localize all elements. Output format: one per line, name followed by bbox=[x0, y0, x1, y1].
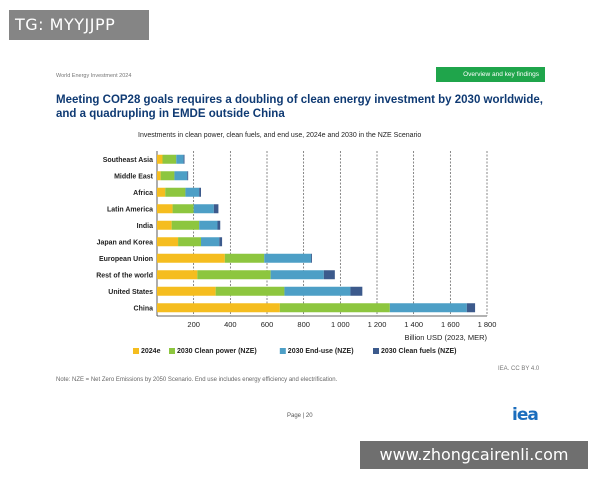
category-label: Latin America bbox=[107, 206, 153, 213]
bar-segment bbox=[187, 171, 189, 181]
page-title: Meeting COP28 goals requires a doubling … bbox=[56, 94, 543, 120]
bar-segment bbox=[165, 187, 186, 197]
category-label: Africa bbox=[133, 190, 153, 197]
x-tick-label: 1 000 bbox=[331, 320, 350, 329]
bar-segment bbox=[157, 270, 198, 280]
x-tick-label: 1 800 bbox=[478, 320, 497, 329]
source-credit: IEA. CC BY 4.0 bbox=[498, 366, 540, 372]
section-tag: Overview and key findings bbox=[436, 67, 545, 82]
page-number: Page | 20 bbox=[287, 413, 313, 419]
legend-entry: 2030 End-use (NZE) bbox=[288, 348, 354, 355]
chart-title: Investments in clean power, clean fuels,… bbox=[138, 132, 422, 139]
legend-swatch bbox=[169, 348, 175, 354]
bar-segment bbox=[270, 270, 324, 280]
legend-swatch bbox=[279, 348, 286, 354]
bar-segment bbox=[178, 237, 201, 247]
bar-segment bbox=[193, 204, 214, 214]
bar-segment bbox=[185, 187, 200, 197]
bar-segment bbox=[215, 286, 285, 296]
watermark-top: TG: MYYJJPP bbox=[9, 10, 149, 40]
iea-logo: iea bbox=[512, 405, 539, 425]
category-label: China bbox=[134, 305, 154, 312]
legend-entry: 2030 Clean power (NZE) bbox=[177, 348, 257, 355]
footnote: Note: NZE = Net Zero Emissions by 2050 S… bbox=[56, 377, 338, 383]
bar-segment bbox=[174, 171, 188, 181]
bar-segment bbox=[157, 204, 173, 214]
legend-swatch bbox=[133, 348, 139, 354]
x-tick-label: 1 400 bbox=[404, 320, 423, 329]
category-label: Middle East bbox=[114, 173, 154, 180]
bar-segment bbox=[171, 220, 200, 230]
bar-segment bbox=[466, 303, 476, 313]
bar-segment bbox=[157, 237, 179, 247]
x-tick-label: 400 bbox=[224, 320, 237, 329]
x-tick-label: 200 bbox=[187, 320, 200, 329]
category-label: Southeast Asia bbox=[103, 157, 153, 164]
category-label: United States bbox=[108, 289, 153, 296]
bar-segment bbox=[157, 303, 280, 313]
bar-segment bbox=[350, 286, 363, 296]
bar-segment bbox=[199, 220, 218, 230]
category-label: Rest of the world bbox=[96, 272, 153, 279]
bar-segment bbox=[213, 204, 219, 214]
category-label: Japan and Korea bbox=[97, 239, 154, 246]
bar-segment bbox=[201, 237, 220, 247]
bar-segment bbox=[183, 154, 185, 164]
bar-segment bbox=[284, 286, 351, 296]
bar-segment bbox=[217, 220, 221, 230]
bar-segment bbox=[311, 253, 312, 263]
bar-segment bbox=[219, 237, 223, 247]
legend-entry: 2024e bbox=[141, 348, 161, 355]
bar-segment bbox=[323, 270, 335, 280]
bar-segment bbox=[172, 204, 194, 214]
report-name: World Energy Investment 2024 bbox=[56, 73, 132, 79]
watermark-bottom: www.zhongcairenli.com bbox=[360, 441, 588, 469]
legend-swatch bbox=[373, 348, 379, 354]
x-tick-label: 1 600 bbox=[441, 320, 460, 329]
bar-segment bbox=[389, 303, 467, 313]
category-label: India bbox=[137, 223, 153, 230]
x-tick-label: 1 200 bbox=[368, 320, 387, 329]
x-tick-label: 600 bbox=[261, 320, 274, 329]
bar-segment bbox=[264, 253, 311, 263]
bar-segment bbox=[157, 154, 163, 164]
bar-segment bbox=[176, 154, 184, 164]
x-tick-label: 800 bbox=[297, 320, 310, 329]
x-axis-label: Billion USD (2023, MER) bbox=[404, 333, 487, 342]
bar-segment bbox=[197, 270, 271, 280]
bar-segment bbox=[279, 303, 390, 313]
bar-segment bbox=[162, 154, 177, 164]
bar-segment bbox=[224, 253, 265, 263]
bar-segment bbox=[157, 286, 216, 296]
bar-segment bbox=[160, 171, 175, 181]
bar-segment bbox=[157, 220, 172, 230]
category-label: European Union bbox=[99, 256, 153, 263]
bar-segment bbox=[157, 253, 225, 263]
bar-segment bbox=[157, 187, 166, 197]
bar-segment bbox=[199, 187, 201, 197]
legend-entry: 2030 Clean fuels (NZE) bbox=[381, 348, 456, 355]
bar-segment bbox=[157, 171, 161, 181]
